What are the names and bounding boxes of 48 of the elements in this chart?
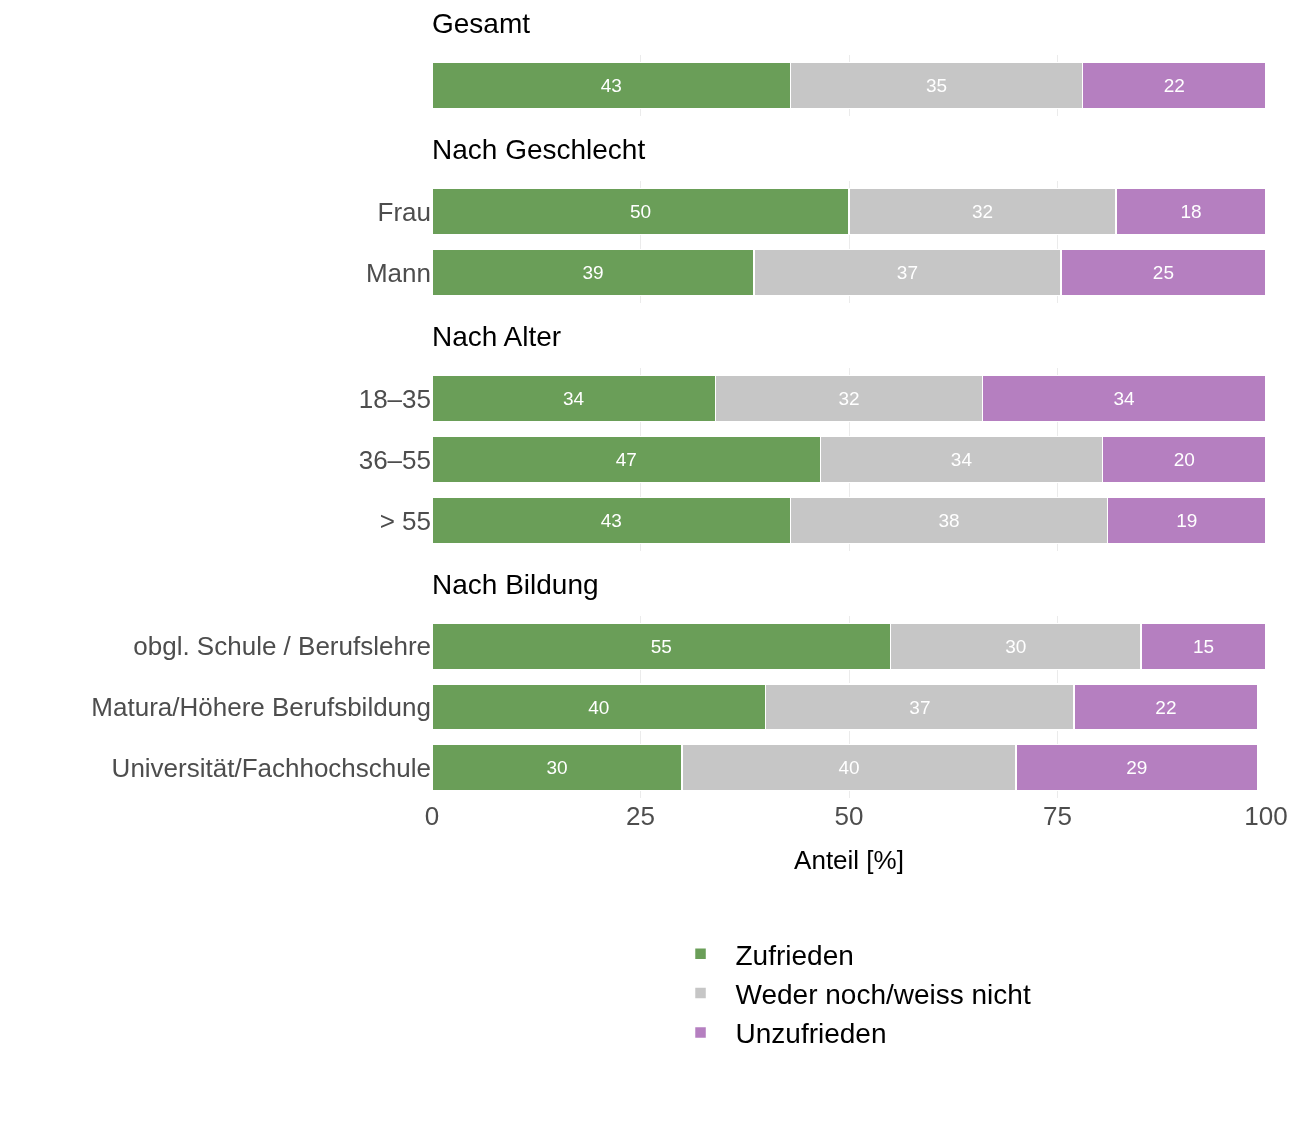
chart-title: Nach Bildung: [432, 569, 599, 600]
x-axis-title: Anteil [%]: [794, 844, 904, 875]
legend-label: Unzufrieden: [735, 1018, 887, 1050]
data-label: 38: [938, 510, 960, 531]
data-label: 50: [629, 201, 652, 222]
data-label: 47: [615, 449, 637, 470]
data-label: 39: [582, 262, 604, 283]
y-tick-label: Mann: [365, 257, 431, 288]
y-tick-label: 36–55: [358, 444, 431, 475]
data-label: 22: [1155, 696, 1177, 718]
x-tick-label: 100: [1244, 801, 1288, 831]
y-tick-label: Universität/Fachhochschule: [111, 752, 431, 783]
y-tick-label: Frau: [377, 196, 431, 227]
data-label: 34: [950, 449, 973, 470]
x-tick-label: 0: [424, 801, 440, 831]
chart-title: Nach Geschlecht: [432, 134, 646, 165]
x-tick-label: 50: [834, 801, 864, 831]
data-label: 34: [1113, 388, 1135, 409]
legend-label: Zufrieden: [735, 939, 854, 971]
data-label: 55: [650, 635, 672, 657]
data-label: 34: [563, 388, 585, 409]
data-label: 25: [1152, 262, 1174, 283]
data-label: 32: [838, 388, 860, 409]
data-label: 40: [838, 757, 860, 779]
data-label: 32: [971, 201, 994, 222]
y-tick-label: 18–35: [358, 383, 431, 414]
data-label: 37: [909, 696, 931, 718]
data-label: 15: [1192, 635, 1215, 657]
x-tick-label: 25: [626, 801, 655, 831]
data-label: 20: [1173, 449, 1195, 470]
data-label: 37: [896, 262, 918, 283]
legend-label: Weder noch/weiss nicht: [735, 979, 1031, 1011]
data-label: 35: [926, 75, 948, 96]
y-tick-label: > 55: [379, 505, 431, 536]
chart-title: Gesamt: [432, 8, 531, 39]
data-label: 29: [1126, 757, 1148, 779]
data-label: 43: [600, 510, 622, 531]
x-tick-label: 75: [1043, 801, 1072, 831]
data-label: 19: [1176, 510, 1198, 531]
data-label: 43: [600, 75, 622, 96]
data-label: 30: [1005, 635, 1027, 657]
y-tick-label: Matura/Höhere Berufsbildung: [91, 692, 431, 723]
y-tick-label: obgl. Schule / Berufslehre: [133, 631, 431, 662]
chart-title: Nach Alter: [432, 321, 562, 352]
data-label: 40: [588, 696, 610, 718]
data-label: 18: [1180, 201, 1202, 222]
data-label: 22: [1163, 75, 1185, 96]
data-label: 30: [546, 757, 568, 779]
